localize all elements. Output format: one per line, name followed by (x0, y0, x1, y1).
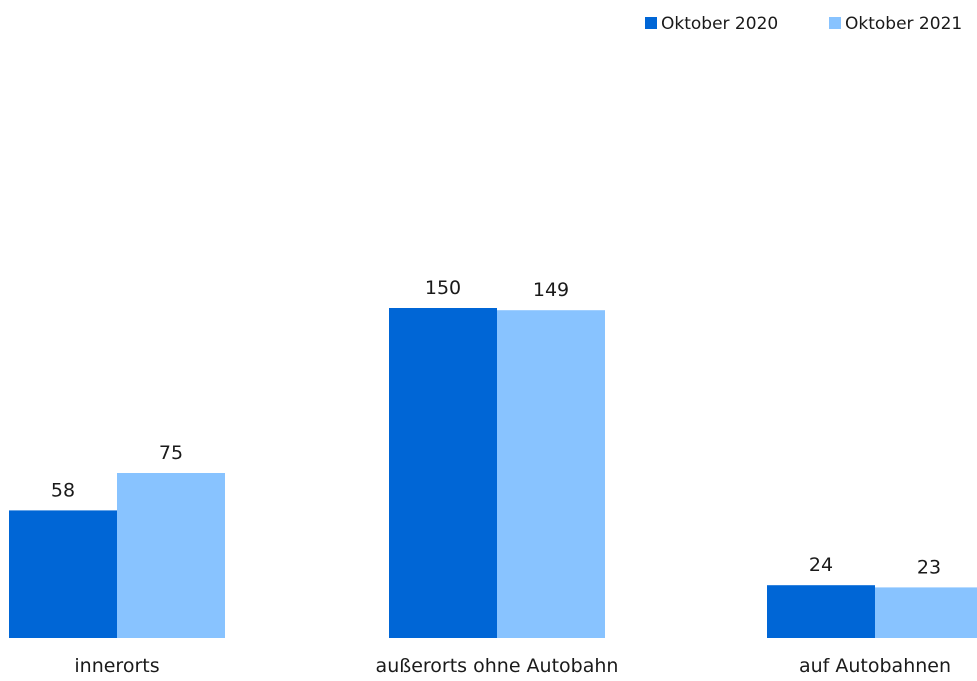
data-label-auf-autobahnen-oktober-2021: 23 (917, 556, 941, 578)
data-label-innerorts-oktober-2020: 58 (51, 479, 75, 501)
category-label-auf-autobahnen: auf Autobahnen (799, 655, 951, 677)
bar-auf-autobahnen-oktober-2021 (875, 587, 977, 638)
legend-item-oktober-2021: Oktober 2021 (829, 14, 962, 34)
data-labels: 58 75 150 149 24 23 (51, 277, 941, 578)
category-label-innerorts: innerorts (74, 655, 159, 677)
legend-item-oktober-2020: Oktober 2020 (645, 14, 778, 34)
bar-ausserorts-ohne-autobahn-oktober-2020 (389, 308, 497, 638)
data-label-ausserorts-ohne-autobahn-oktober-2021: 149 (533, 279, 569, 301)
bar-auf-autobahnen-oktober-2020 (767, 585, 875, 638)
legend-swatch-oktober-2020 (645, 17, 657, 29)
legend: Oktober 2020 Oktober 2021 (645, 14, 962, 34)
data-label-innerorts-oktober-2021: 75 (159, 442, 183, 464)
legend-swatch-oktober-2021 (829, 17, 841, 29)
bar-ausserorts-ohne-autobahn-oktober-2021 (497, 310, 605, 638)
category-label-ausserorts-ohne-autobahn: außerorts ohne Autobahn (376, 655, 619, 677)
data-label-ausserorts-ohne-autobahn-oktober-2020: 150 (425, 277, 461, 299)
legend-label-oktober-2020: Oktober 2020 (661, 14, 778, 34)
category-labels: innerorts außerorts ohne Autobahn auf Auto… (74, 655, 951, 677)
bars (9, 308, 977, 638)
data-label-auf-autobahnen-oktober-2020: 24 (809, 554, 833, 576)
bar-innerorts-oktober-2021 (117, 473, 225, 638)
legend-label-oktober-2021: Oktober 2021 (845, 14, 962, 34)
bar-innerorts-oktober-2020 (9, 510, 117, 638)
